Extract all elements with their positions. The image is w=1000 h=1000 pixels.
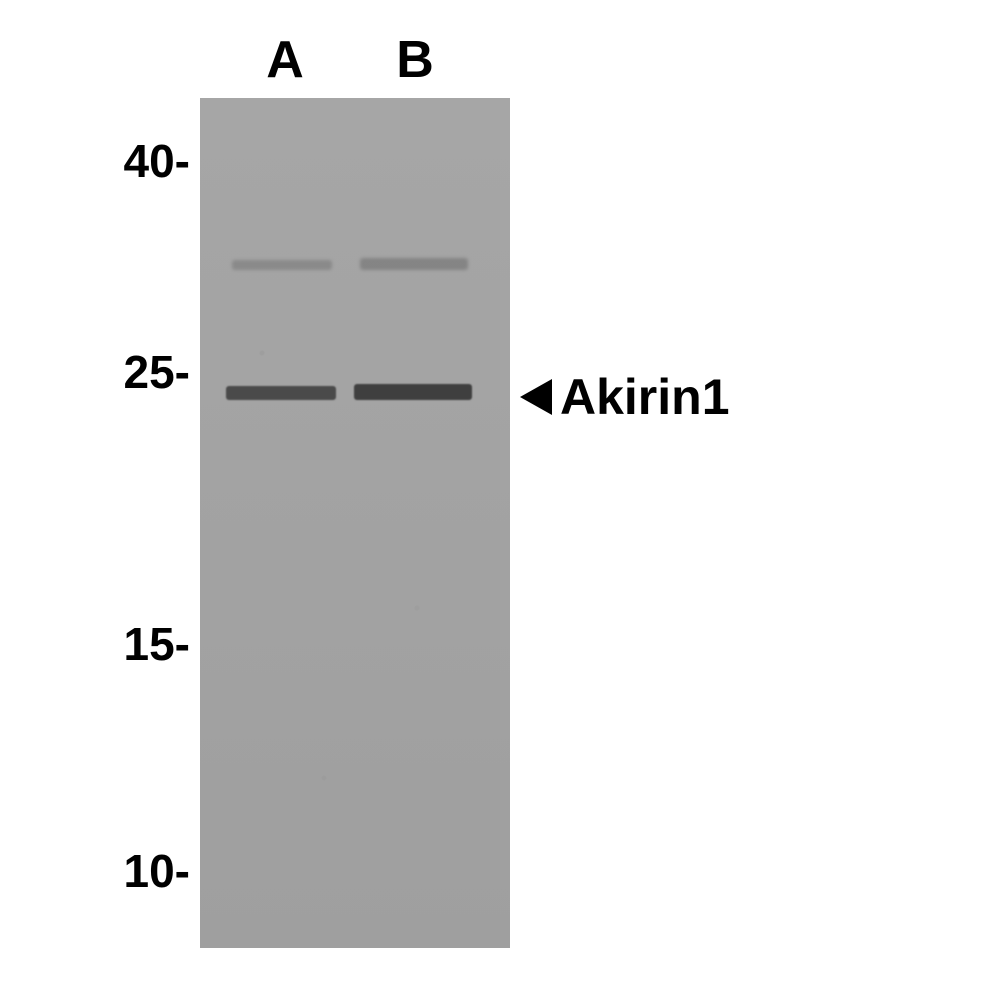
band-akirin1-b <box>354 384 472 400</box>
marker-40: 40- <box>124 134 190 188</box>
lane-label-b: B <box>390 30 440 90</box>
marker-10: 10- <box>124 844 190 898</box>
blot-membrane <box>200 98 510 948</box>
faint-band-b <box>360 258 468 270</box>
figure-canvas: A B 40- 25- 15- 10- Akirin1 <box>0 0 1000 1000</box>
protein-label: Akirin1 <box>520 368 730 426</box>
marker-15: 15- <box>124 617 190 671</box>
protein-label-text: Akirin1 <box>560 368 730 426</box>
faint-band-a <box>232 260 332 270</box>
lane-label-a: A <box>260 30 310 90</box>
marker-25: 25- <box>124 345 190 399</box>
arrowhead-icon <box>520 379 552 415</box>
band-akirin1-a <box>226 386 336 400</box>
